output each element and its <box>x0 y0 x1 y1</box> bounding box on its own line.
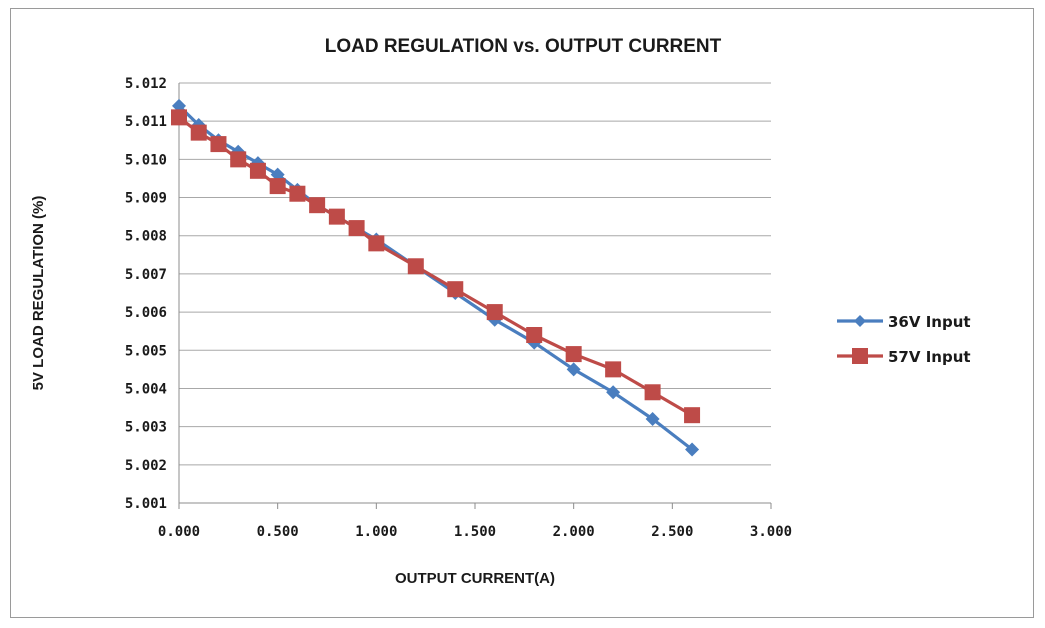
data-point <box>447 281 464 298</box>
data-point <box>486 304 503 321</box>
data-point <box>171 109 187 126</box>
data-point <box>407 258 424 275</box>
chart-svg: LOAD REGULATION vs. OUTPUT CURRENT 5.001… <box>30 36 971 587</box>
legend-label: 36V Input <box>888 313 971 331</box>
y-tick-label: 5.002 <box>125 458 167 474</box>
gridlines <box>179 82 771 504</box>
data-point <box>309 197 326 214</box>
data-point <box>565 346 582 363</box>
data-point <box>368 235 385 252</box>
data-point <box>289 185 306 202</box>
data-point <box>606 385 621 400</box>
y-tick-label: 5.005 <box>125 343 167 359</box>
x-tick-label: 1.500 <box>454 524 496 540</box>
data-point <box>249 162 266 179</box>
y-tick-labels: 5.001 5.002 5.003 5.004 5.005 5.006 5.007 5.008… <box>125 76 167 512</box>
y-tick-label: 5.011 <box>125 114 167 130</box>
y-tick-label: 5.007 <box>125 267 167 283</box>
chart-title: LOAD REGULATION vs. OUTPUT CURRENT <box>325 36 722 57</box>
data-point <box>566 362 581 377</box>
data-point <box>684 407 701 424</box>
data-point <box>348 220 365 237</box>
x-axis-title: OUTPUT CURRENT(A) <box>395 570 555 587</box>
chart-frame: LOAD REGULATION vs. OUTPUT CURRENT 5.001… <box>10 8 1034 618</box>
x-tick-label: 1.000 <box>355 524 397 540</box>
data-point <box>230 151 247 168</box>
x-tick-label: 0.500 <box>257 524 299 540</box>
x-tick-label: 0.000 <box>158 524 200 540</box>
legend-label: 57V Input <box>888 348 971 366</box>
y-tick-label: 5.004 <box>125 381 167 397</box>
data-point <box>190 124 207 141</box>
legend-entry: 57V Input <box>837 348 971 366</box>
data-point <box>645 412 660 426</box>
series-2 <box>171 109 701 424</box>
axes <box>178 83 772 509</box>
series-layer <box>171 98 701 457</box>
y-tick-label: 5.001 <box>125 496 167 512</box>
x-tick-label: 2.000 <box>553 524 595 540</box>
data-point <box>210 136 227 153</box>
x-tick-label: 2.500 <box>651 524 693 540</box>
data-point <box>685 442 700 457</box>
legend-entry: 36V Input <box>837 313 971 331</box>
data-point <box>526 327 543 343</box>
y-tick-label: 5.006 <box>125 305 167 321</box>
legend-marker <box>852 348 868 364</box>
legend: 36V Input 57V Input <box>837 313 971 366</box>
data-point <box>605 361 622 378</box>
x-tick-label: 3.000 <box>750 524 792 540</box>
y-tick-label: 5.012 <box>125 76 167 92</box>
data-point <box>328 208 345 225</box>
y-tick-label: 5.010 <box>125 152 167 168</box>
y-tick-label: 5.008 <box>125 229 167 245</box>
data-point <box>269 178 286 195</box>
y-axis-title: 5V LOAD REGULATION (%) <box>30 196 47 391</box>
x-tick-labels: 0.000 0.500 1.000 1.500 2.000 2.500 3.000 <box>158 524 792 540</box>
y-tick-label: 5.003 <box>125 420 167 436</box>
data-point <box>644 384 661 401</box>
y-tick-label: 5.009 <box>125 191 167 207</box>
legend-marker <box>854 315 866 327</box>
